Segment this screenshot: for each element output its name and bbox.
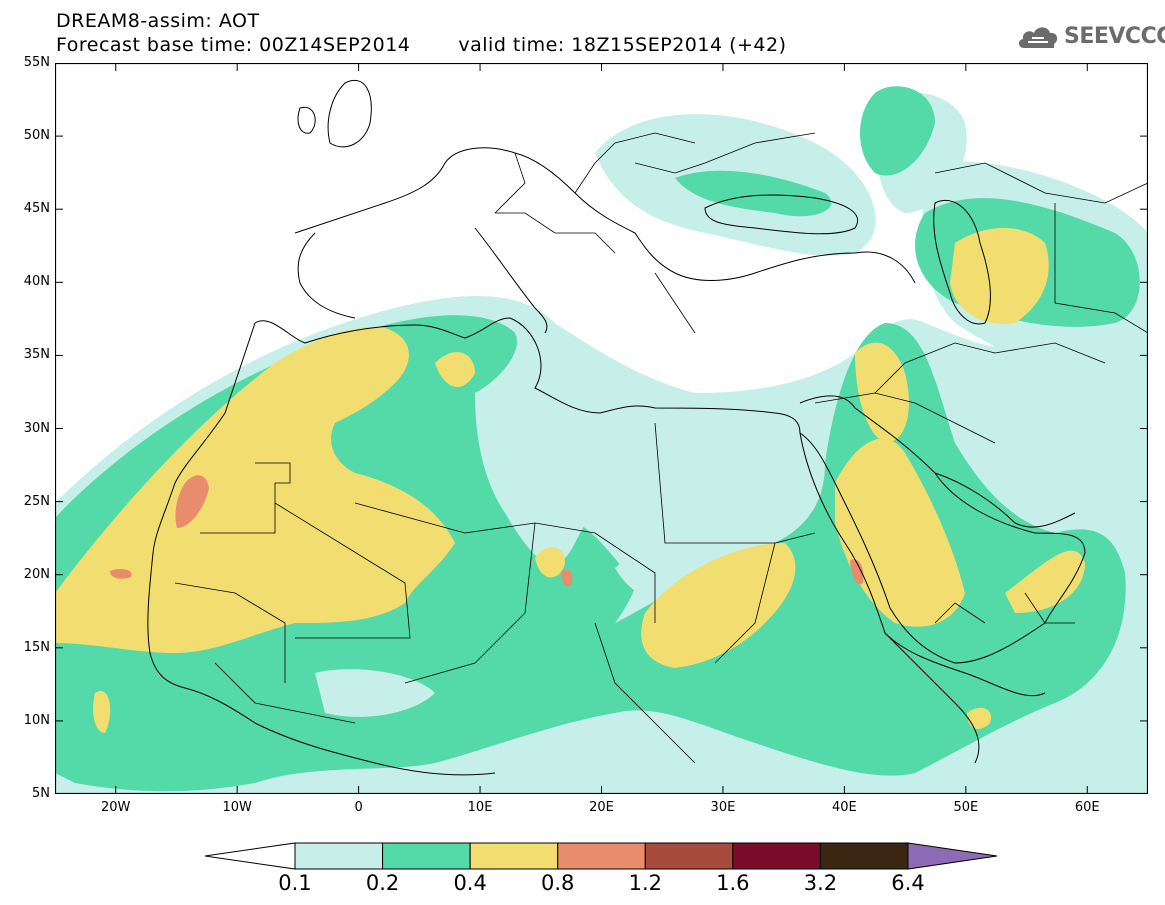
colorbar-over-arrow	[907, 842, 998, 870]
lon-label: 20E	[589, 800, 614, 815]
colorbar-label: 1.2	[628, 871, 662, 895]
lat-label: 35N	[23, 347, 50, 363]
lat-label: 5N	[32, 786, 50, 801]
coastlines	[147, 80, 1086, 776]
lon-label: 10W	[222, 800, 252, 815]
lat-label: 15N	[23, 639, 50, 655]
valid-time: valid time: 18Z15SEP2014 (+42)	[458, 34, 787, 56]
cloud-icon	[1018, 27, 1058, 48]
lon-label: 20W	[101, 800, 131, 815]
lat-label: 25N	[23, 493, 50, 509]
forecast-times: Forecast base time: 00Z14SEP2014 valid ti…	[56, 34, 787, 56]
lon-label: 40E	[831, 800, 857, 815]
colorbar-box	[819, 842, 909, 870]
colorbar-box	[557, 842, 646, 870]
lon-label: 50E	[953, 800, 979, 815]
seevccc-logo: SEEVCCC	[1016, 22, 1165, 50]
axis-ticks	[55, 63, 1148, 794]
lon-label: 30E	[710, 800, 736, 815]
colorbar-label: 1.6	[716, 871, 750, 895]
colorbar-label: 3.2	[803, 871, 838, 895]
lat-label: 50N	[23, 128, 50, 144]
colorbar-label: 0.2	[365, 871, 400, 895]
logo-text: SEEVCCC	[1064, 23, 1165, 49]
colorbar	[205, 842, 998, 870]
colorbar-under-arrow	[205, 842, 296, 870]
lon-label: 60E	[1074, 800, 1100, 815]
map-panel	[55, 63, 1148, 794]
colorbar-box	[382, 842, 471, 870]
aot-level-0-4	[55, 228, 1085, 733]
aot-level-0-8	[110, 475, 864, 587]
colorbar-boxes	[294, 842, 909, 870]
lat-label: 20N	[23, 566, 50, 582]
base-time: Forecast base time: 00Z14SEP2014	[56, 34, 411, 56]
aot-map	[55, 63, 1148, 794]
chart-title: DREAM8-assim: AOT	[56, 10, 260, 32]
lon-label: 0	[354, 800, 363, 815]
colorbar-box	[732, 842, 821, 870]
lat-label: 30N	[23, 420, 50, 436]
colorbar-box	[294, 842, 384, 870]
colorbar-label: 0.8	[541, 871, 575, 895]
aot-level-0-1-holes	[315, 399, 745, 717]
colorbar-label: 6.4	[891, 871, 925, 895]
lon-label: 10E	[467, 800, 493, 815]
lat-label: 45N	[23, 201, 50, 217]
colorbar-box	[469, 842, 559, 870]
lat-label: 10N	[23, 712, 50, 728]
lat-label: 55N	[23, 55, 50, 70]
lat-label: 40N	[23, 274, 50, 290]
colorbar-label: 0.1	[278, 871, 312, 895]
country-borders	[174, 132, 1148, 764]
colorbar-box	[644, 842, 734, 870]
colorbar-label: 0.4	[453, 871, 487, 895]
